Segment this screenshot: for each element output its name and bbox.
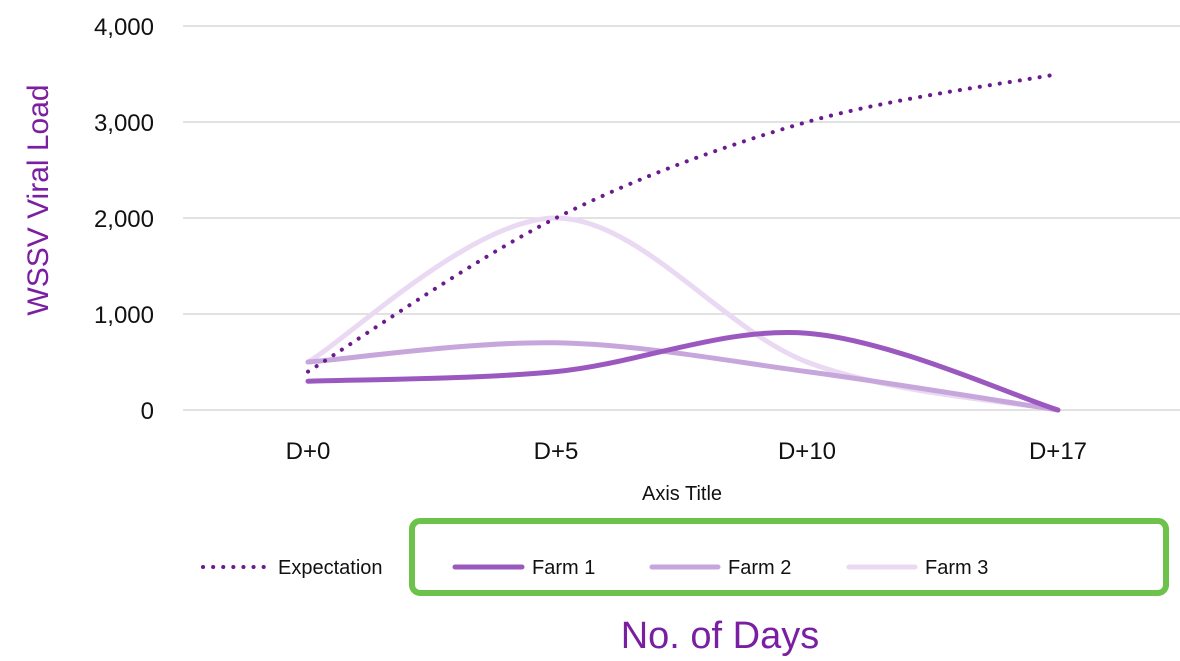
y-axis-ticks: 0 1,000 2,000 3,000 4,000 (94, 14, 154, 425)
x-tick-label: D+5 (534, 438, 579, 465)
legend-label: Farm 2 (728, 557, 791, 579)
x-axis-title-overlay: No. of Days (621, 615, 820, 657)
highlight-box (409, 518, 1169, 596)
y-tick-label: 0 (141, 398, 154, 425)
x-tick-label: D+10 (778, 438, 836, 465)
series-line-farm-2 (305, 340, 1061, 413)
x-axis-ticks: D+0 D+5 D+10 D+17 (286, 438, 1087, 465)
y-tick-label: 2,000 (94, 206, 154, 233)
legend-label: Expectation (278, 557, 383, 579)
gridlines (183, 25, 1180, 411)
legend-label: Farm 3 (925, 557, 988, 579)
x-tick-label: D+17 (1029, 438, 1087, 465)
legend: Expectation Farm 1 Farm 2 Farm 3 (201, 557, 988, 579)
series-line-expectation (306, 72, 1060, 374)
legend-item: Farm 3 (846, 557, 988, 579)
legend-label: Farm 1 (532, 557, 595, 579)
legend-item: Farm 2 (649, 557, 791, 579)
legend-item: Farm 1 (452, 557, 595, 579)
x-axis-label: Axis Title (642, 483, 722, 505)
legend-item: Expectation (201, 557, 383, 579)
y-tick-label: 1,000 (94, 302, 154, 329)
y-axis-label: WSSV Viral Load (22, 84, 55, 315)
y-tick-label: 4,000 (94, 14, 154, 41)
series-line-farm-1 (305, 330, 1061, 413)
x-tick-label: D+0 (286, 438, 331, 465)
series-lines (305, 72, 1061, 413)
y-tick-label: 3,000 (94, 110, 154, 137)
